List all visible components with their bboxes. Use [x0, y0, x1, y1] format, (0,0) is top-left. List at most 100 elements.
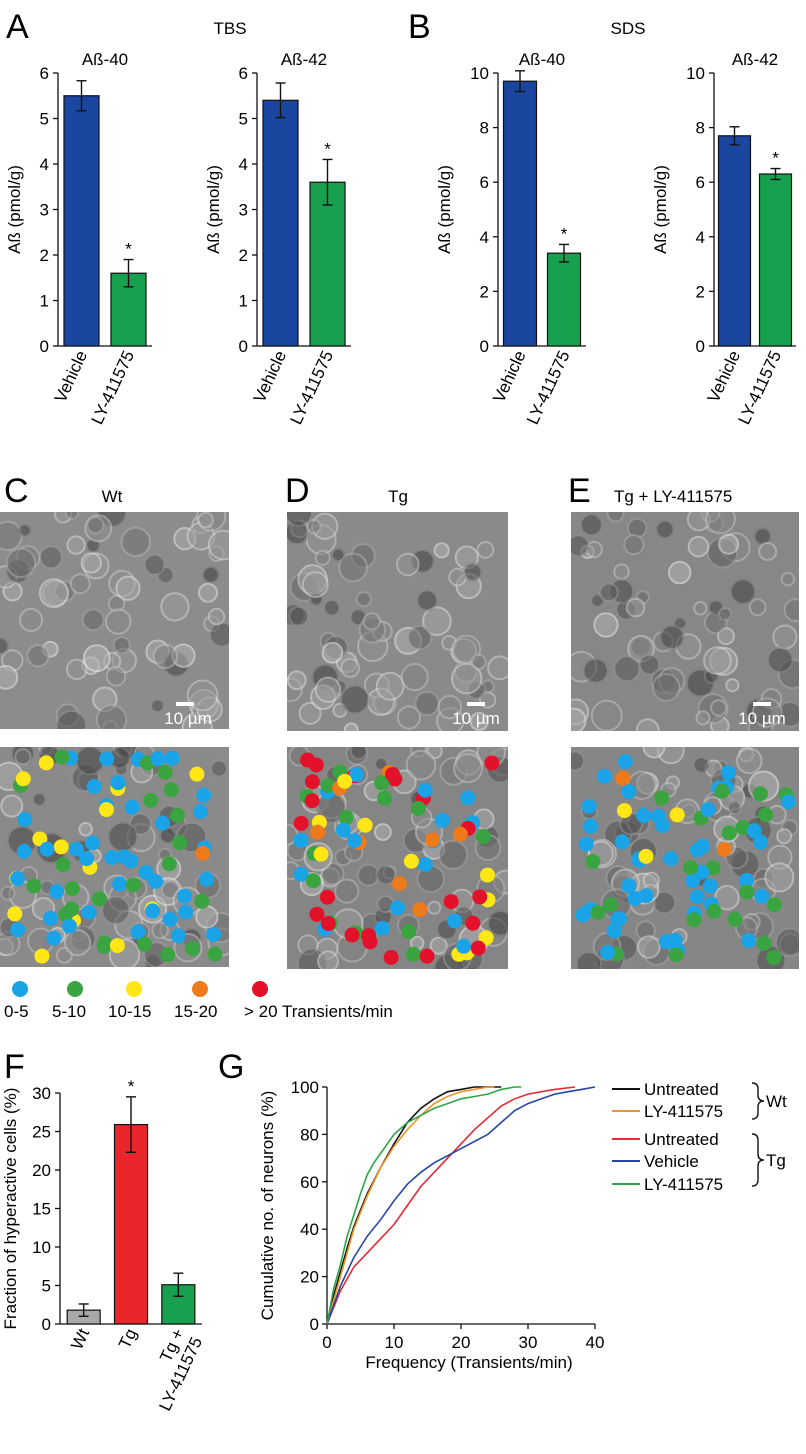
cell-body: [80, 552, 102, 574]
activity-dot: [348, 767, 364, 783]
activity-dot: [663, 851, 679, 867]
activity-dot: [636, 807, 652, 823]
cell-body: [288, 605, 310, 627]
cell-body: [667, 560, 692, 585]
y-tick-label: 4: [40, 155, 49, 174]
cell-body: [55, 709, 88, 729]
activity-dot: [39, 841, 55, 857]
activity-dot: [162, 911, 178, 927]
y-tick-label: 0: [42, 1315, 51, 1334]
activity-dot: [338, 809, 354, 825]
activity-dot: [627, 891, 643, 907]
category-label: Vehicle: [704, 348, 744, 406]
activity-dot: [64, 881, 80, 897]
activity-dot: [456, 938, 472, 954]
activity-dot: [392, 875, 408, 891]
cell-body: [462, 562, 483, 582]
activity-dot: [124, 799, 140, 815]
activity-dot: [38, 755, 54, 771]
activity-dot: [403, 853, 419, 869]
activity-dot: [335, 822, 351, 838]
cell-body: [373, 823, 392, 841]
cell-body: [623, 533, 645, 556]
activity-dot: [706, 903, 722, 919]
cell-body: [758, 541, 778, 561]
cell-body: [593, 612, 619, 638]
cell-body: [764, 862, 795, 893]
series-line: [326, 1086, 575, 1325]
activity-dot: [578, 836, 594, 852]
cell-body: [78, 821, 93, 837]
activity-dot: [401, 924, 417, 940]
cell-body: [306, 518, 322, 535]
bar: [113, 1123, 149, 1325]
cell-body: [487, 655, 508, 681]
category-label-line: LY-411575: [523, 348, 574, 428]
activity-dot: [766, 897, 782, 913]
y-tick-label: 2: [40, 246, 49, 265]
cell-body: [396, 705, 422, 730]
cell-body: [735, 747, 763, 775]
activity-dot: [714, 783, 730, 799]
cell-body: [152, 643, 178, 670]
activity-dot: [478, 930, 494, 946]
panel-letter-b: B: [408, 8, 431, 46]
cell-body: [400, 663, 429, 692]
category-label-line: LY-411575: [87, 348, 138, 428]
activity-dot: [600, 944, 616, 960]
y-tick-label: 3: [40, 201, 49, 220]
activity-dot: [138, 864, 154, 880]
cell-body: [287, 670, 307, 691]
cell-body: [780, 571, 796, 587]
activity-dot: [585, 854, 601, 870]
activity-dot: [194, 893, 210, 909]
cell-body: [151, 921, 170, 940]
legend-entry: Untreated: [644, 1080, 719, 1099]
scale-bar-c-label: 10 µm: [164, 709, 212, 728]
activity-dot: [638, 848, 654, 864]
activity-dot: [104, 850, 120, 866]
activity-dot: [169, 807, 185, 823]
activity-dot: [377, 790, 393, 806]
activity-dot: [185, 941, 201, 957]
activity-dot: [654, 790, 670, 806]
scale-bar-c: 10 µm: [164, 702, 212, 728]
cell-body: [18, 607, 44, 632]
micrograph-tg-ly: [571, 512, 799, 731]
cell-body: [86, 516, 105, 535]
activity-dot: [304, 774, 320, 790]
activity-dot: [689, 842, 705, 858]
activity-dot: [337, 773, 353, 789]
y-tick-label: 80: [300, 1125, 319, 1144]
bar: [309, 181, 346, 347]
activity-dot: [293, 815, 309, 831]
cell-body: [598, 582, 619, 603]
activity-dots-wt: [7, 749, 223, 964]
legend-group-wt: Wt: [766, 1092, 787, 1111]
activity-dot: [425, 832, 441, 848]
activity-dot: [195, 845, 211, 861]
cell-body: [197, 512, 214, 529]
cell-body: [160, 592, 190, 622]
category-label-line: LY-411575: [286, 348, 337, 428]
cell-body: [63, 929, 92, 957]
activity-dot: [650, 808, 666, 824]
cell-body: [197, 582, 219, 603]
legend-label-15-20: 15-20: [174, 1002, 217, 1021]
x-tick-label: 40: [586, 1333, 605, 1352]
y-tick-label: 2: [696, 282, 705, 301]
y-tick-label: 15: [32, 1200, 51, 1219]
activity-dot: [157, 764, 173, 780]
cell-body: [287, 512, 314, 527]
cell-body: [718, 607, 733, 622]
activity-dot: [738, 872, 754, 888]
activity-dot: [596, 768, 612, 784]
activity-dot: [49, 884, 65, 900]
activity-dot: [43, 910, 59, 926]
significance-mark: *: [561, 224, 568, 243]
x-tick-label: 10: [385, 1333, 404, 1352]
cell-body: [17, 523, 32, 538]
activity-dot: [308, 757, 324, 773]
y-tick-label: 1: [239, 292, 248, 311]
activity-dot: [727, 911, 743, 927]
